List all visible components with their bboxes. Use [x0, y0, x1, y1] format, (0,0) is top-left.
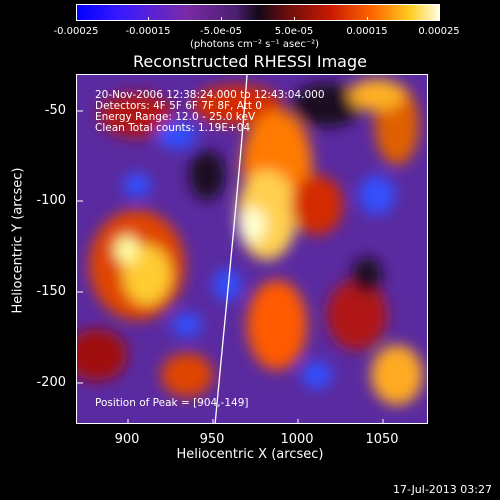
y-tick-label: -100: [36, 193, 66, 208]
image-title: Reconstructed RHESSI Image: [133, 52, 367, 71]
colorbar-tick-label: 0.00015: [346, 26, 388, 37]
annotation-clean: Clean Total counts: 1.19E+04: [95, 122, 251, 134]
x-tick-label: 1050: [365, 432, 399, 447]
colorbar-tick-label: -0.00025: [53, 26, 99, 37]
rhessi-image-map: [77, 75, 427, 423]
x-tick-label: 900: [114, 432, 140, 447]
annotation-peak: Position of Peak = [904,-149]: [95, 397, 249, 409]
annotation-energy: Energy Range: 12.0 - 25.0 keV: [95, 111, 256, 123]
y-tick-label: -50: [44, 103, 66, 118]
solar-limb-line: [214, 75, 248, 423]
colorbar-tick-mark: [439, 17, 440, 21]
rhessi-image: [76, 74, 428, 424]
colorbar-tick-label: 0.00025: [418, 26, 460, 37]
colorbar-tick-mark: [76, 17, 77, 21]
y-axis-label: Heliocentric Y (arcsec): [10, 167, 26, 314]
colorbar-tick-label: -0.00015: [125, 26, 171, 37]
colorbar-tick-label: 5.0e-05: [274, 26, 314, 37]
y-tick-label: -200: [36, 375, 66, 390]
colorbar-tick-mark: [294, 17, 295, 21]
annotation-time: 20-Nov-2006 12:38:24.000 to 12:43:04.000: [95, 89, 325, 101]
colorbar-tick-mark: [221, 17, 222, 21]
y-tick-label: -150: [36, 284, 66, 299]
colorbar: [76, 4, 440, 21]
x-tick-label: 1000: [280, 432, 314, 447]
colorbar-tick-mark: [148, 17, 149, 21]
timestamp: 17-Jul-2013 03:27: [392, 483, 492, 496]
annotation-detectors: Detectors: 4F 5F 6F 7F 8F, Att 0: [95, 100, 262, 112]
colorbar-units: (photons cm⁻² s⁻¹ asec⁻²): [190, 39, 320, 50]
colorbar-tick-mark: [367, 17, 368, 21]
x-tick-label: 950: [199, 432, 225, 447]
colorbar-tick-label: -5.0e-05: [200, 26, 242, 37]
x-axis-label: Heliocentric X (arcsec): [176, 447, 324, 462]
